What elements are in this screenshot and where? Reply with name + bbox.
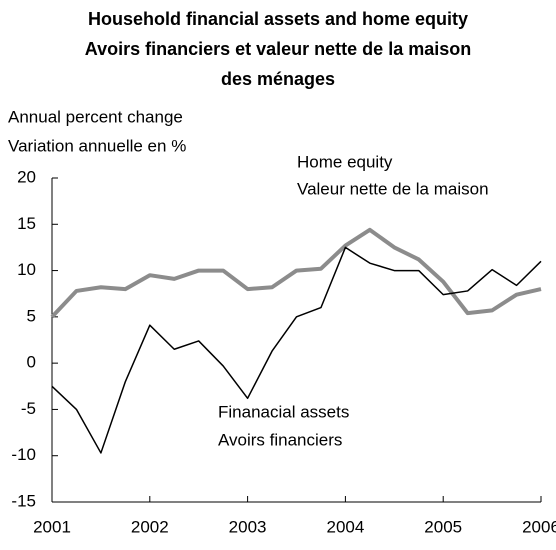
y-tick-label: 5: [27, 306, 36, 325]
y-tick-label: 15: [17, 214, 36, 233]
y-axis-label: Annual percent change: [8, 107, 183, 126]
chart-title: des ménages: [221, 69, 335, 89]
x-tick-label: 2006: [522, 517, 556, 536]
y-tick-label: -10: [11, 445, 36, 464]
x-tick-label: 2005: [424, 517, 462, 536]
annotation: Valeur nette de la maison: [297, 179, 489, 198]
y-tick-label: -15: [11, 491, 36, 510]
line-series: [50, 227, 542, 319]
x-tick-label: 2004: [326, 517, 364, 536]
y-tick-label: 20: [17, 167, 36, 186]
series-label: Home equity: [297, 152, 393, 171]
x-tick-label: 2003: [229, 517, 267, 536]
annotation: Avoirs financiers: [218, 430, 342, 449]
chart-title: Avoirs financiers et valeur nette de la …: [85, 39, 471, 59]
x-tick-label: 2001: [33, 517, 71, 536]
y-tick-label: 10: [17, 260, 36, 279]
y-axis-label: Variation annuelle en %: [8, 136, 186, 155]
chart-title: Household financial assets and home equi…: [88, 9, 468, 29]
line-series: [51, 246, 542, 454]
y-tick-label: -5: [21, 399, 36, 418]
y-tick-label: 0: [27, 353, 36, 372]
series-label: Finanacial assets: [218, 402, 349, 421]
x-tick-label: 2002: [131, 517, 169, 536]
